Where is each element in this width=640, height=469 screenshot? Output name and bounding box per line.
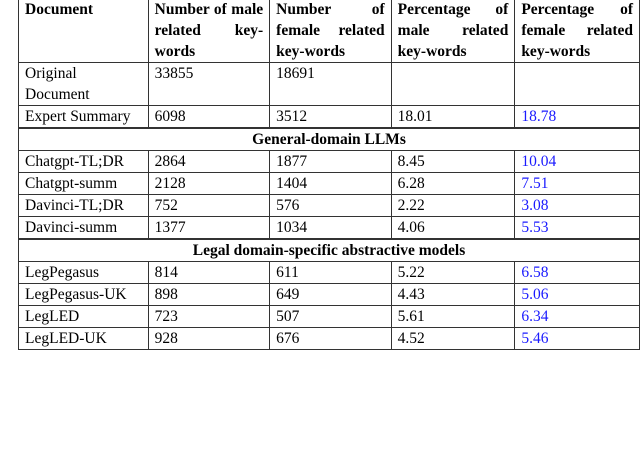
section-legal: Legal domain-specific abstractive models bbox=[18, 238, 640, 262]
cell-male-count: 2128 bbox=[147, 172, 271, 195]
cell-female-count: 676 bbox=[269, 327, 392, 350]
cell-male-count: 752 bbox=[147, 194, 271, 217]
cell-female-count: 1034 bbox=[269, 216, 392, 240]
cell-female-percentage: 5.46 bbox=[514, 327, 640, 350]
header-female-count: Number of female related key-words bbox=[269, 0, 392, 63]
header-male-percentage: Percentage of male related key-words bbox=[390, 0, 516, 63]
cell-document: Davinci-summ bbox=[18, 216, 149, 240]
cell-female-count: 1877 bbox=[269, 150, 392, 173]
cell-male-count: 2864 bbox=[147, 150, 271, 173]
cell-male-percentage: 8.45 bbox=[390, 150, 516, 173]
cell-female-count: 649 bbox=[269, 283, 392, 306]
cell-male-percentage: 6.28 bbox=[390, 172, 516, 195]
cell-female-count: 576 bbox=[269, 194, 392, 217]
cell-female-percentage: 5.53 bbox=[514, 216, 640, 240]
cell-female-percentage: 18.78 bbox=[514, 105, 640, 129]
cell-male-percentage bbox=[390, 62, 516, 106]
cell-female-count: 3512 bbox=[269, 105, 392, 129]
cell-document: Original Document bbox=[18, 62, 149, 106]
table-row: Original Document 33855 18691 bbox=[18, 62, 640, 106]
cell-document: Chatgpt-TL;DR bbox=[18, 150, 149, 173]
cell-document: Davinci-TL;DR bbox=[18, 194, 149, 217]
cell-male-percentage: 18.01 bbox=[390, 105, 516, 129]
table-row: Davinci-summ 1377 1034 4.06 5.53 bbox=[18, 216, 640, 240]
cell-document: LegPegasus bbox=[18, 261, 149, 284]
table-row: Chatgpt-TL;DR 2864 1877 8.45 10.04 bbox=[18, 150, 640, 173]
cell-document: LegLED bbox=[18, 305, 149, 328]
cell-female-count: 18691 bbox=[269, 62, 392, 106]
cell-male-percentage: 5.22 bbox=[390, 261, 516, 284]
cell-female-percentage: 5.06 bbox=[514, 283, 640, 306]
cell-female-percentage: 7.51 bbox=[514, 172, 640, 195]
cell-male-percentage: 4.06 bbox=[390, 216, 516, 240]
header-female-percentage: Percentage of female related key-words bbox=[514, 0, 640, 63]
cell-male-percentage: 5.61 bbox=[390, 305, 516, 328]
cell-male-count: 928 bbox=[147, 327, 271, 350]
table-row: LegLED-UK 928 676 4.52 5.46 bbox=[18, 327, 640, 350]
table-row: Chatgpt-summ 2128 1404 6.28 7.51 bbox=[18, 172, 640, 195]
header-document: Document bbox=[18, 0, 149, 63]
cell-female-count: 611 bbox=[269, 261, 392, 284]
cell-male-count: 33855 bbox=[147, 62, 271, 106]
table-row: Davinci-TL;DR 752 576 2.22 3.08 bbox=[18, 194, 640, 217]
rows-general: Chatgpt-TL;DR 2864 1877 8.45 10.04 Chatgpt-su… bbox=[18, 150, 640, 240]
table-row: LegPegasus-UK 898 649 4.43 5.06 bbox=[18, 283, 640, 306]
cell-document: LegLED-UK bbox=[18, 327, 149, 350]
table-row: LegPegasus 814 611 5.22 6.58 bbox=[18, 261, 640, 284]
cell-male-count: 6098 bbox=[147, 105, 271, 129]
cell-document: Expert Summary bbox=[18, 105, 149, 129]
cell-male-count: 814 bbox=[147, 261, 271, 284]
section-title: General-domain LLMs bbox=[18, 127, 640, 151]
cell-female-percentage: 10.04 bbox=[514, 150, 640, 173]
header-male-count: Number of male related key-words bbox=[147, 0, 271, 63]
cell-female-count: 1404 bbox=[269, 172, 392, 195]
cell-male-count: 1377 bbox=[147, 216, 271, 240]
table-row: Expert Summary 6098 3512 18.01 18.78 bbox=[18, 105, 640, 129]
cell-male-percentage: 4.52 bbox=[390, 327, 516, 350]
keyword-table: Document Number of male related key-word… bbox=[18, 0, 640, 350]
cell-document: Chatgpt-summ bbox=[18, 172, 149, 195]
rows-legal: LegPegasus 814 611 5.22 6.58 LegPegasus-UK 898… bbox=[18, 261, 640, 350]
cell-female-percentage bbox=[514, 62, 640, 106]
section-general: General-domain LLMs bbox=[18, 127, 640, 151]
header-row: Document Number of male related key-word… bbox=[18, 0, 640, 63]
cell-female-percentage: 6.34 bbox=[514, 305, 640, 328]
section-title: Legal domain-specific abstractive models bbox=[18, 238, 640, 262]
cell-male-percentage: 2.22 bbox=[390, 194, 516, 217]
table-row: LegLED 723 507 5.61 6.34 bbox=[18, 305, 640, 328]
cell-document: LegPegasus-UK bbox=[18, 283, 149, 306]
cell-female-percentage: 3.08 bbox=[514, 194, 640, 217]
cell-male-count: 723 bbox=[147, 305, 271, 328]
cell-male-percentage: 4.43 bbox=[390, 283, 516, 306]
cell-female-percentage: 6.58 bbox=[514, 261, 640, 284]
cell-male-count: 898 bbox=[147, 283, 271, 306]
cell-female-count: 507 bbox=[269, 305, 392, 328]
rows-top: Original Document 33855 18691 Expert Summar… bbox=[18, 62, 640, 129]
